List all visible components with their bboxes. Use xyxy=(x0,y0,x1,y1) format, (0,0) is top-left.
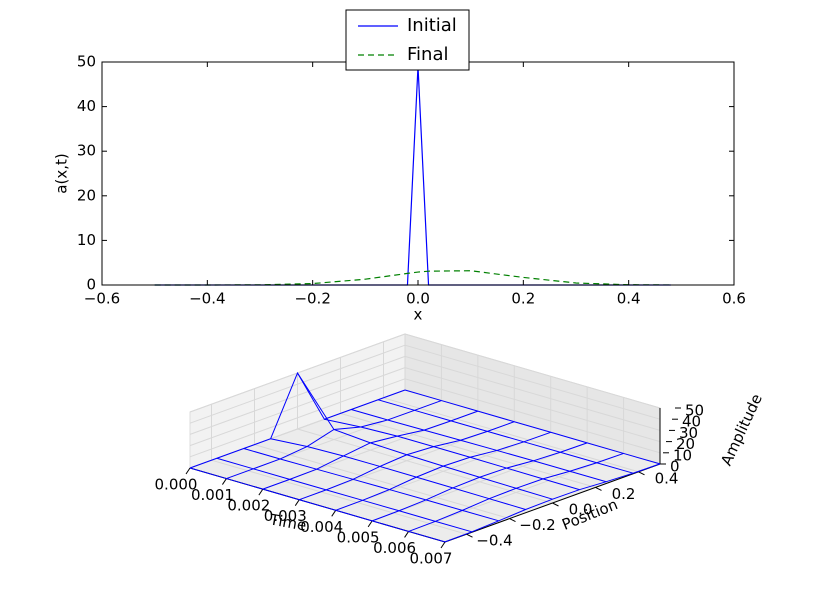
x-tick-label: 0.005 xyxy=(337,528,380,546)
legend-box xyxy=(345,9,470,71)
y-axis xyxy=(444,463,661,543)
x-tick-label: 0.2 xyxy=(511,290,535,308)
wire-line xyxy=(351,409,607,483)
x-tick xyxy=(185,467,191,475)
z-tick-label: 50 xyxy=(685,402,704,420)
x-tick xyxy=(404,531,409,538)
x-tick-label: 0.001 xyxy=(191,486,234,504)
x-tick-label: 0.000 xyxy=(155,476,198,494)
y-tick-label: 10 xyxy=(77,231,96,249)
grid-line xyxy=(383,397,639,473)
y-tick xyxy=(466,533,473,538)
legend-label: Final xyxy=(407,44,448,65)
z-tick-label: 30 xyxy=(679,424,698,442)
y-tick-label: 40 xyxy=(77,97,96,115)
grid-line xyxy=(404,355,661,431)
y-tick xyxy=(509,518,516,523)
x-tick-label: 0.0 xyxy=(406,290,430,308)
wire-line xyxy=(216,457,473,533)
x-tick xyxy=(440,541,446,549)
wire-line xyxy=(377,399,634,474)
wire-line xyxy=(270,438,526,510)
grid-line xyxy=(340,412,596,488)
x-tick-label: 0.007 xyxy=(410,550,453,568)
wire-line xyxy=(243,448,499,522)
y-axis-label: a(x,t) xyxy=(53,153,71,193)
wire-line xyxy=(324,418,580,491)
wire-line xyxy=(189,467,446,543)
y-tick-label: 50 xyxy=(77,53,96,71)
x-tick-label: 0.003 xyxy=(264,507,307,525)
x-tick-label: 0.4 xyxy=(617,290,641,308)
y-tick xyxy=(638,471,645,476)
z-tick-label: 0 xyxy=(670,458,680,476)
x-tick-label: −0.6 xyxy=(84,290,120,308)
y-tick-label: −0.2 xyxy=(519,516,555,534)
y-tick-label: 30 xyxy=(77,142,96,160)
z-tick-label: 10 xyxy=(673,446,692,464)
grid-line xyxy=(254,444,510,520)
x-tick xyxy=(367,520,373,528)
grid-line xyxy=(211,459,467,535)
x-tick xyxy=(222,478,227,485)
x-tick-label: 0.004 xyxy=(300,518,343,536)
grid-line xyxy=(189,367,406,447)
y-tick-label: −0.4 xyxy=(476,532,512,550)
grid-line xyxy=(404,344,661,420)
z-tick-label: 40 xyxy=(682,413,701,431)
y-tick-label: 0.0 xyxy=(569,501,593,519)
y-tick xyxy=(552,502,559,507)
grid-line xyxy=(189,344,406,424)
grid-line xyxy=(189,355,406,435)
x-tick xyxy=(258,488,264,496)
y-tick xyxy=(595,486,602,491)
y-tick-label: 0.2 xyxy=(612,485,636,503)
grid-line xyxy=(404,333,661,409)
x-tick-label: 0.002 xyxy=(227,497,270,515)
grid-line xyxy=(189,378,406,458)
z-tick-label: 20 xyxy=(676,435,695,453)
legend-label: Initial xyxy=(407,15,457,36)
x-tick xyxy=(294,499,300,506)
z-axis-label: Amplitude xyxy=(717,391,766,468)
grid-line xyxy=(404,378,661,454)
x-tick xyxy=(331,510,337,517)
x-tick-label: 0.6 xyxy=(722,290,746,308)
x-tick-label: −0.4 xyxy=(189,290,225,308)
y-tick-label: 0.4 xyxy=(655,469,679,487)
y-tick-label: 20 xyxy=(77,186,96,204)
plot-area xyxy=(102,62,734,285)
wire-line xyxy=(297,372,553,500)
x-tick-label: 0.006 xyxy=(373,539,416,557)
y-tick-label: 0 xyxy=(86,276,96,294)
x-tick-label: −0.2 xyxy=(294,290,330,308)
x-axis-label: x xyxy=(414,306,423,324)
grid-line xyxy=(404,367,661,443)
wire-line xyxy=(404,389,661,465)
